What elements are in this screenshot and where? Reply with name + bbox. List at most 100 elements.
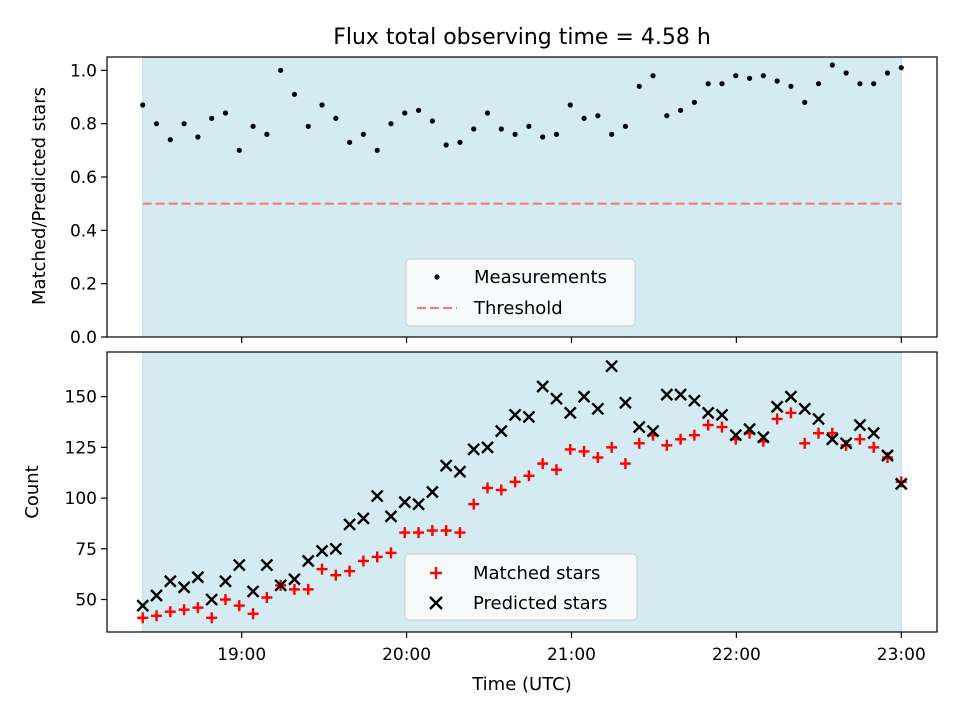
predicted-star-point (660, 388, 674, 401)
measurement-point (678, 107, 684, 113)
y-tick-label: 0.6 (70, 168, 97, 188)
matched-star-point (606, 441, 618, 453)
matched-stars-points (137, 407, 907, 624)
matched-star-point (537, 458, 549, 470)
measurement-point (898, 65, 904, 71)
matched-star-point (564, 443, 576, 455)
measurement-point (760, 73, 766, 79)
predicted-star-point (729, 428, 743, 442)
measurement-point (884, 70, 891, 76)
measurement-point (733, 73, 739, 79)
legend-marker-measurements (434, 274, 440, 280)
predicted-star-point (288, 572, 301, 586)
measurement-point (705, 81, 711, 87)
predicted-star-point (632, 420, 646, 434)
measurement-point (167, 137, 173, 143)
legend-label-measurements: Measurements (474, 267, 607, 288)
predicted-star-point (508, 408, 522, 422)
predicted-star-point (536, 380, 550, 393)
measurement-point (429, 118, 435, 124)
matched-star-point (164, 606, 176, 618)
measurement-point (553, 131, 560, 137)
matched-star-point (385, 547, 397, 559)
matched-star-point (192, 602, 204, 614)
predicted-star-point (674, 388, 687, 401)
measurement-point (857, 81, 863, 87)
measurement-point (636, 83, 642, 89)
measurement-point (457, 139, 463, 145)
predicted-star-point (550, 392, 563, 406)
y-tick-label: 75 (75, 540, 97, 560)
predicted-star-point (343, 518, 356, 531)
measurement-point (264, 131, 270, 137)
measurement-point (236, 147, 242, 153)
matched-star-point (357, 555, 369, 567)
predicted-star-point (205, 593, 219, 606)
measurement-point (567, 102, 573, 108)
matched-star-point (151, 610, 163, 622)
measurement-point (415, 107, 422, 113)
legend-label-threshold: Threshold (473, 298, 563, 319)
legend: Measurements Threshold (405, 258, 636, 327)
measurement-point (719, 81, 725, 87)
x-tick-label: 19:00 (217, 645, 266, 665)
y-axis-label: Matched/Predicted stars (29, 87, 50, 305)
predicted-star-point (743, 422, 756, 436)
measurement-point (498, 126, 504, 132)
predicted-star-point (315, 544, 329, 558)
matched-star-point (371, 551, 383, 563)
predicted-star-point (412, 497, 425, 511)
plot-frame (106, 351, 938, 633)
matched-star-point (633, 437, 645, 449)
matched-star-point (702, 419, 714, 431)
predicted-star-point (688, 394, 701, 408)
predicted-star-point (812, 412, 825, 426)
measurement-point (374, 147, 380, 153)
x-tick-label: 21:00 (547, 645, 596, 665)
measurement-point (402, 110, 408, 116)
measurement-point (360, 131, 366, 137)
measurement-point (153, 121, 160, 127)
matched-star-point (316, 563, 328, 575)
matched-star-point (178, 604, 190, 616)
x-axis-ticks (241, 337, 902, 343)
measurement-points (140, 62, 904, 153)
matched-star-point (399, 527, 411, 539)
measurement-point (319, 102, 325, 108)
predicted-star-point (770, 400, 784, 414)
predicted-star-point (757, 430, 770, 444)
predicted-star-point (274, 578, 287, 592)
y-tick-label: 50 (75, 591, 97, 611)
predicted-star-point (150, 589, 163, 602)
predicted-star-point (619, 396, 632, 410)
x-axis-label: Time (UTC) (471, 674, 572, 695)
predicted-star-point (370, 489, 384, 503)
measurement-point (595, 113, 601, 119)
matched-star-point (468, 498, 480, 510)
legend-label-predicted: Predicted stars (473, 593, 607, 614)
measurement-point (622, 123, 629, 129)
matched-star-point (206, 612, 218, 624)
legend: Matched stars Predicted stars (404, 553, 638, 621)
y-tick-label: 1.0 (70, 61, 97, 81)
matched-star-point (826, 427, 838, 439)
measurement-point (871, 81, 877, 87)
predicted-star-point (563, 406, 577, 420)
predicted-star-point (163, 574, 177, 588)
ratio-panel: 0.0 0.2 0.4 0.6 0.8 1.0 Matched/Predicted sta… (29, 56, 938, 348)
matched-star-point (592, 452, 604, 464)
measurement-point (333, 115, 339, 121)
measurement-point (209, 115, 215, 121)
measurement-point (609, 131, 615, 137)
measurement-point (388, 121, 394, 127)
matched-star-point (854, 433, 866, 445)
matched-star-point (509, 476, 521, 488)
y-tick-label: 125 (65, 438, 97, 458)
y-tick-label: 0.0 (70, 328, 97, 348)
matched-star-point (233, 600, 245, 612)
matched-star-point (868, 441, 880, 453)
predicted-star-point (426, 485, 439, 499)
y-tick-label: 100 (65, 489, 97, 509)
